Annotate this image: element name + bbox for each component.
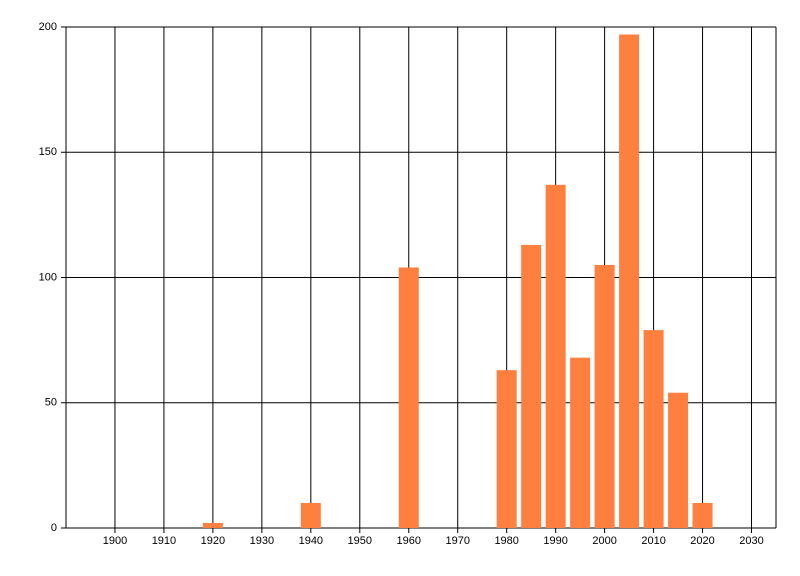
x-tick-label: 1930 [250,535,274,547]
bar [668,392,689,528]
bar [521,244,542,528]
x-tick-label: 2020 [690,535,714,547]
x-tick-label: 2010 [641,535,665,547]
x-tick-label: 1980 [494,535,518,547]
bar [619,34,640,528]
bar [300,502,321,528]
x-tick-label: 2030 [739,535,763,547]
y-tick-label: 150 [39,146,57,158]
x-tick-label: 1910 [152,535,176,547]
y-tick-label: 0 [51,522,57,534]
y-tick-label: 200 [39,21,57,33]
x-tick-label: 1950 [348,535,372,547]
bar [570,357,591,528]
x-tick-label: 1970 [445,535,469,547]
bar [594,264,615,528]
bar [545,184,566,528]
x-tick-label: 1940 [299,535,323,547]
bar [398,267,419,528]
y-tick-label: 100 [39,271,57,283]
x-tick-label: 2000 [592,535,616,547]
bar [692,502,713,528]
x-tick-label: 1900 [103,535,127,547]
bar [496,370,517,528]
bar [202,522,223,528]
bar [643,330,664,528]
x-tick-label: 1990 [543,535,567,547]
x-tick-label: 1920 [201,535,225,547]
y-tick-label: 50 [45,397,57,409]
x-tick-label: 1960 [397,535,421,547]
